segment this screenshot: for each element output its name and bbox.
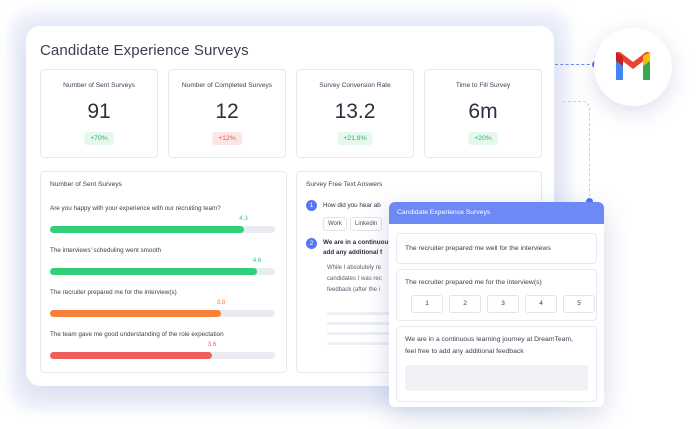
rating-bar-track: 3.8: [50, 299, 275, 317]
rating-option-5[interactable]: 5: [563, 295, 595, 313]
stat-card-completed: Number of Completed Surveys 12 +12%: [168, 69, 286, 158]
question-number-badge: 1: [306, 200, 317, 211]
free-text-answer: feedback (after the i: [327, 287, 381, 293]
question-label: The interviews' scheduling went smooth: [50, 247, 162, 254]
form-question: The recruiter prepared me for the interv…: [405, 279, 542, 286]
stat-change-badge: +21.9%: [337, 132, 373, 145]
rating-bar-track: 4.6: [50, 257, 275, 275]
survey-form-preview: Candidate Experience Surveys The recruit…: [389, 202, 604, 407]
form-rating-card: The recruiter prepared me for the interv…: [396, 269, 597, 321]
skeleton-line: [327, 312, 417, 315]
skeleton-line: [327, 332, 417, 335]
rating-value: 4.6: [252, 257, 262, 264]
free-text-question: We are in a continuou: [323, 239, 389, 246]
form-header: Candidate Experience Surveys: [389, 202, 604, 224]
form-question-card: The recruiter prepared me well for the i…: [396, 233, 597, 264]
sent-surveys-panel: Number of Sent Surveys Are you happy wit…: [40, 171, 287, 373]
stat-label: Number of Completed Surveys: [181, 82, 273, 89]
question-label: The recruiter prepared me for the interv…: [50, 289, 177, 296]
stat-value: 91: [87, 100, 111, 123]
connector-dot: [586, 198, 593, 205]
free-text-question: How did you hear ab: [323, 202, 381, 209]
connector-line: [563, 101, 590, 202]
form-question: We are in a continuous learning journey …: [405, 336, 573, 343]
stat-label: Survey Conversion Rate: [319, 82, 391, 89]
question-label: Are you happy with your experience with …: [50, 205, 221, 212]
rating-value: 3.8: [216, 299, 226, 306]
page-title: Candidate Experience Surveys: [40, 42, 249, 59]
rating-bar-fill: [50, 310, 221, 317]
rating-option-3[interactable]: 3: [487, 295, 519, 313]
stat-label: Time to Fill Survey: [455, 82, 511, 89]
connector-line: [555, 64, 595, 65]
gmail-icon: [616, 52, 650, 80]
stat-card-sent: Number of Sent Surveys 91 +70%: [40, 69, 158, 158]
rating-bar-fill: [50, 226, 244, 233]
rating-option-2[interactable]: 2: [449, 295, 481, 313]
stat-change-badge: +20%: [468, 132, 498, 145]
rating-option-1[interactable]: 1: [411, 295, 443, 313]
answer-chip[interactable]: Work: [323, 217, 347, 231]
skeleton-line: [327, 342, 417, 345]
stat-value: 13.2: [334, 100, 376, 123]
stat-value: 12: [215, 100, 239, 123]
rating-bar-fill: [50, 268, 257, 275]
skeleton-line: [327, 322, 417, 325]
form-feedback-card: We are in a continuous learning journey …: [396, 326, 597, 402]
form-question: The recruiter prepared me well for the i…: [405, 245, 551, 252]
stat-change-badge: +70%: [84, 132, 114, 145]
stat-value: 6m: [468, 100, 498, 123]
rating-option-4[interactable]: 4: [525, 295, 557, 313]
free-text-answer: candidates I was rec: [327, 276, 382, 282]
panel-title: Number of Sent Surveys: [50, 181, 122, 188]
rating-bar-track: 3.6: [50, 341, 275, 359]
rating-value: 4.3: [239, 215, 248, 222]
stat-card-conversion: Survey Conversion Rate 13.2 +21.9%: [296, 69, 414, 158]
rating-bar-track: 4.3: [50, 215, 275, 233]
question-number-badge: 2: [306, 238, 317, 249]
stat-change-badge: +12%: [212, 132, 242, 145]
stat-label: Number of Sent Surveys: [63, 82, 135, 89]
feedback-textarea[interactable]: [405, 365, 588, 391]
rating-value: 3.6: [207, 341, 217, 348]
question-label: The team gave me good understanding of t…: [50, 331, 224, 338]
free-text-answer: While I absolutely re: [327, 265, 382, 271]
form-question: feel free to add any additional feedback: [405, 348, 524, 355]
answer-chip[interactable]: Linkedin: [350, 217, 383, 231]
rating-bar-fill: [50, 352, 212, 359]
free-text-question: add any additional f: [323, 249, 383, 256]
stat-card-time-to-fill: Time to Fill Survey 6m +20%: [424, 69, 542, 158]
gmail-integration[interactable]: [594, 28, 672, 106]
panel-title: Survey Free Text Answers: [306, 181, 383, 188]
